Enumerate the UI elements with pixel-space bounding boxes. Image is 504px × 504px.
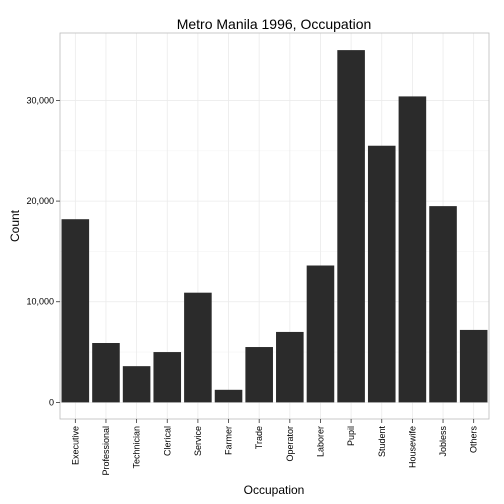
x-tick-label: Technician [132, 426, 142, 469]
x-tick-label: Farmer [224, 426, 234, 455]
x-tick-label: Trade [254, 426, 264, 449]
chart-title: Metro Manila 1996, Occupation [177, 16, 372, 32]
bar-clerical [153, 352, 182, 403]
y-tick-label: 10,000 [26, 297, 54, 307]
bar-technician [122, 366, 151, 403]
x-tick-label: Professional [101, 426, 111, 476]
bar-student [367, 145, 396, 403]
y-axis-title: Count [8, 209, 22, 242]
x-tick-label: Clerical [162, 426, 172, 456]
plot-panel [59, 32, 490, 420]
bar-pupil [337, 50, 365, 403]
x-tick-label: Housewife [407, 426, 417, 468]
y-axis: 0 10,000 20,000 30,000 [26, 95, 60, 407]
x-tick-label: Service [193, 426, 203, 456]
x-tick-label: Laborer [315, 426, 325, 457]
x-tick-label: Executive [70, 426, 80, 465]
bar-laborer [306, 265, 335, 403]
bar-service [184, 292, 212, 403]
bar-professional [92, 343, 120, 403]
x-tick-label: Operator [285, 426, 295, 462]
bar-farmer [214, 389, 243, 403]
bar-housewife [398, 96, 427, 403]
y-tick-label: 30,000 [26, 95, 54, 105]
bars [61, 50, 488, 403]
y-tick-label: 20,000 [26, 196, 54, 206]
bar-others [459, 329, 488, 403]
x-axis: Executive Professional Technician Clerical S… [70, 419, 479, 476]
bar-trade [245, 347, 273, 403]
x-tick-label: Pupil [346, 426, 356, 446]
x-tick-label: Jobless [438, 426, 448, 457]
x-tick-label: Others [469, 426, 479, 454]
y-tick-label: 0 [49, 397, 54, 407]
bar-executive [61, 219, 90, 403]
x-tick-label: Student [377, 426, 387, 458]
bar-operator [276, 331, 304, 403]
x-axis-title: Occupation [244, 483, 305, 497]
bar-jobless [429, 206, 457, 403]
